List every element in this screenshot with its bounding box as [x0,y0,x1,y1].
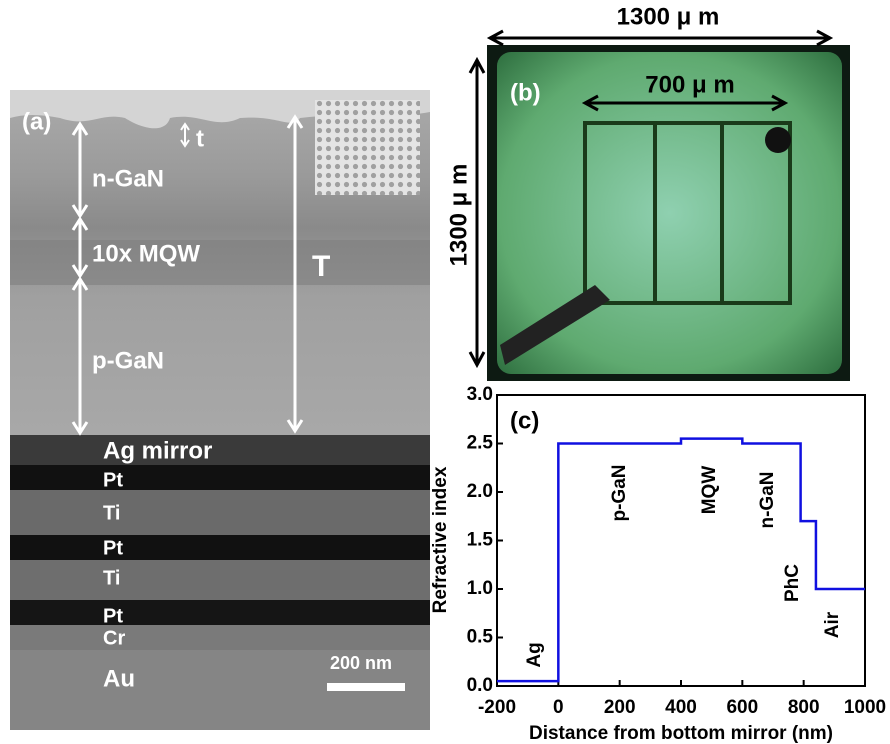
probe-pad [765,127,791,153]
y-tick-label: 2.5 [467,433,494,454]
label: p-GaN [92,347,164,374]
x-tick-label: 800 [788,697,820,718]
label: 10x MQW [92,240,200,267]
layer [10,625,430,650]
x-tick-label: 600 [726,697,758,718]
arrow [490,31,830,45]
panel-label: (a) [22,108,51,135]
dimension-label: 1300 μ m [617,3,720,30]
panel-label: (b) [510,79,541,106]
x-tick-label: 0 [553,697,564,718]
layer [10,560,430,600]
layer-label: Au [103,665,135,692]
annotation: n-GaN [757,472,778,529]
figure: (a) t n-GaN 10x MQW p-GaN T Ag mirror Pt… [0,0,890,744]
layer-label: Pt [103,537,123,559]
layer [10,490,430,535]
annotation: PhC [782,564,803,602]
x-axis-label: Distance from bottom mirror (nm) [529,723,833,744]
y-axis-label: Refractive index [430,466,451,613]
chart-title: (c) [510,407,539,434]
panel-b: (b) 1300 μ m 1300 μ m 700 μ m [445,3,850,381]
y-tick-label: 1.5 [467,530,494,551]
scale-bar [327,683,405,691]
layer-label: Ag mirror [103,437,212,464]
layer [10,435,430,465]
phc-inset [315,100,420,195]
mqw-band [10,240,430,285]
annotation: MQW [699,466,720,515]
layer-label: Cr [103,627,125,649]
y-tick-label: 3.0 [467,384,493,405]
y-tick-label: 1.0 [467,578,493,599]
layer-label: Ti [103,567,120,589]
annotation: Air [822,611,843,638]
scale-label: 200 nm [330,653,392,673]
y-tick-label: 2.0 [467,481,493,502]
layer-label: Pt [103,469,123,491]
x-tick-label: -200 [478,697,516,718]
panel-a: (a) t n-GaN 10x MQW p-GaN T Ag mirror Pt… [10,90,430,730]
dimension-label: 1300 μ m [445,164,472,267]
x-tick-label: 200 [604,697,636,718]
x-tick-label: 400 [665,697,697,718]
annotation: p-GaN [609,465,630,522]
panel-c: (c) Distance from bottom mirror (nm) Ref… [430,384,886,744]
label: T [312,250,330,283]
x-tick-label: 1000 [844,697,886,718]
layer [10,535,430,560]
layer-label: Pt [103,605,123,627]
layer [10,600,430,625]
label: t [196,125,204,152]
layer [10,465,430,490]
label: n-GaN [92,165,164,192]
dimension-label: 700 μ m [645,71,734,98]
y-tick-label: 0.5 [467,627,494,648]
annotation: Ag [524,642,545,667]
layer-label: Ti [103,502,120,524]
y-tick-label: 0.0 [467,675,493,696]
